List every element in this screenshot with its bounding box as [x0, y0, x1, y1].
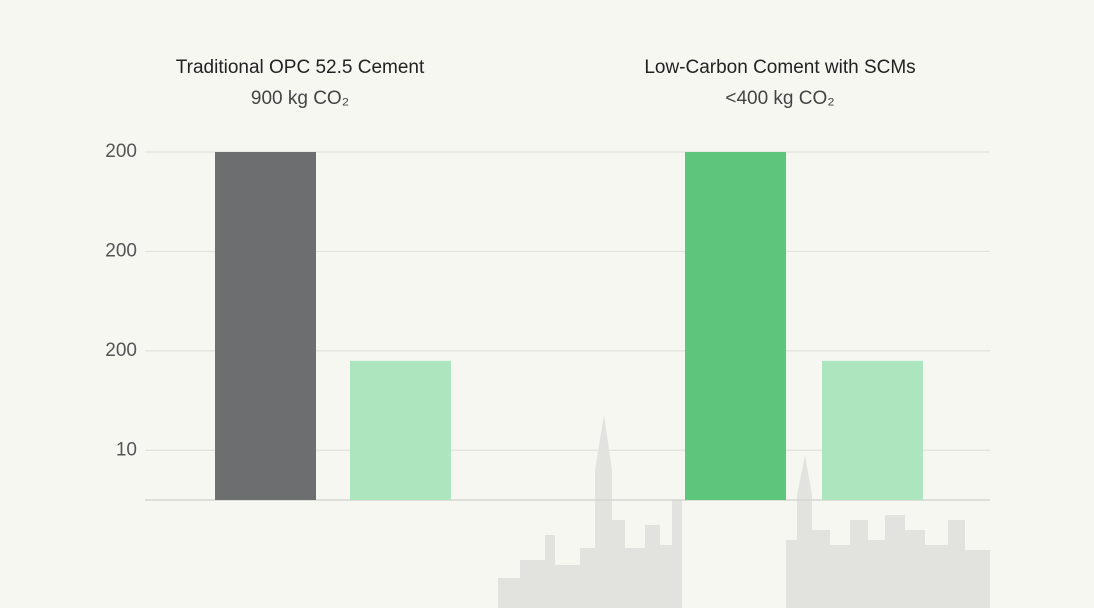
bar — [215, 152, 316, 500]
group-title: Low-Carbon Coment with SCMs — [644, 57, 915, 78]
y-tick-label: 10 — [116, 439, 137, 460]
y-tick-label: 200 — [105, 240, 137, 261]
group-title: Traditional OPC 52.5 Cement — [176, 57, 425, 78]
bar — [350, 360, 451, 500]
group-subtitle: 900 kg CO₂ — [251, 88, 349, 109]
y-tick-label: 200 — [105, 340, 137, 361]
group-subtitle: <400 kg CO₂ — [725, 88, 834, 109]
skyline — [498, 415, 990, 608]
y-tick-label: 200 — [105, 141, 137, 162]
bar — [685, 152, 786, 500]
bar — [822, 360, 923, 500]
